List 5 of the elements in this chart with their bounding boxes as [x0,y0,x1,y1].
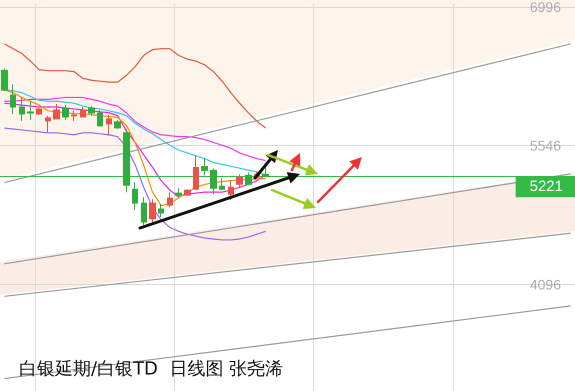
y-tick-label: 6996 [530,0,562,15]
text: 白银延期/白银TD 日线图 张尧浠 [19,358,284,380]
ref-line-label: 5221 [530,178,563,196]
y-tick-label: 5546 [530,138,562,154]
y-tick-label: 4096 [530,276,562,292]
